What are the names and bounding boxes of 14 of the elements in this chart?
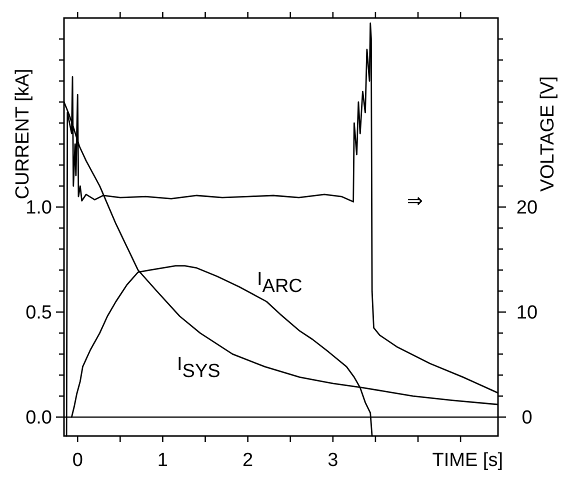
y-axis-title: CURRENT [kA] [12,68,34,200]
x-tick-label: 2 [242,450,254,471]
annotation: ⇒ [407,191,423,212]
y2-tick-label: 10 [516,302,538,324]
y-tick-label: 1.0 [26,198,52,219]
y2-tick-label: 0 [522,408,532,429]
y2-tick-label: 20 [516,198,538,219]
y-tick-label: 0.5 [26,302,52,324]
x-tick-label: 3 [328,450,338,471]
x-tick-label: 0 [72,450,83,471]
x-tick-label: 1 [157,450,168,471]
y2-axis-title: VOLTAGE [V] [538,76,559,192]
y-tick-label: 0.0 [26,408,52,429]
x-axis-title: TIME [s] [432,450,503,471]
